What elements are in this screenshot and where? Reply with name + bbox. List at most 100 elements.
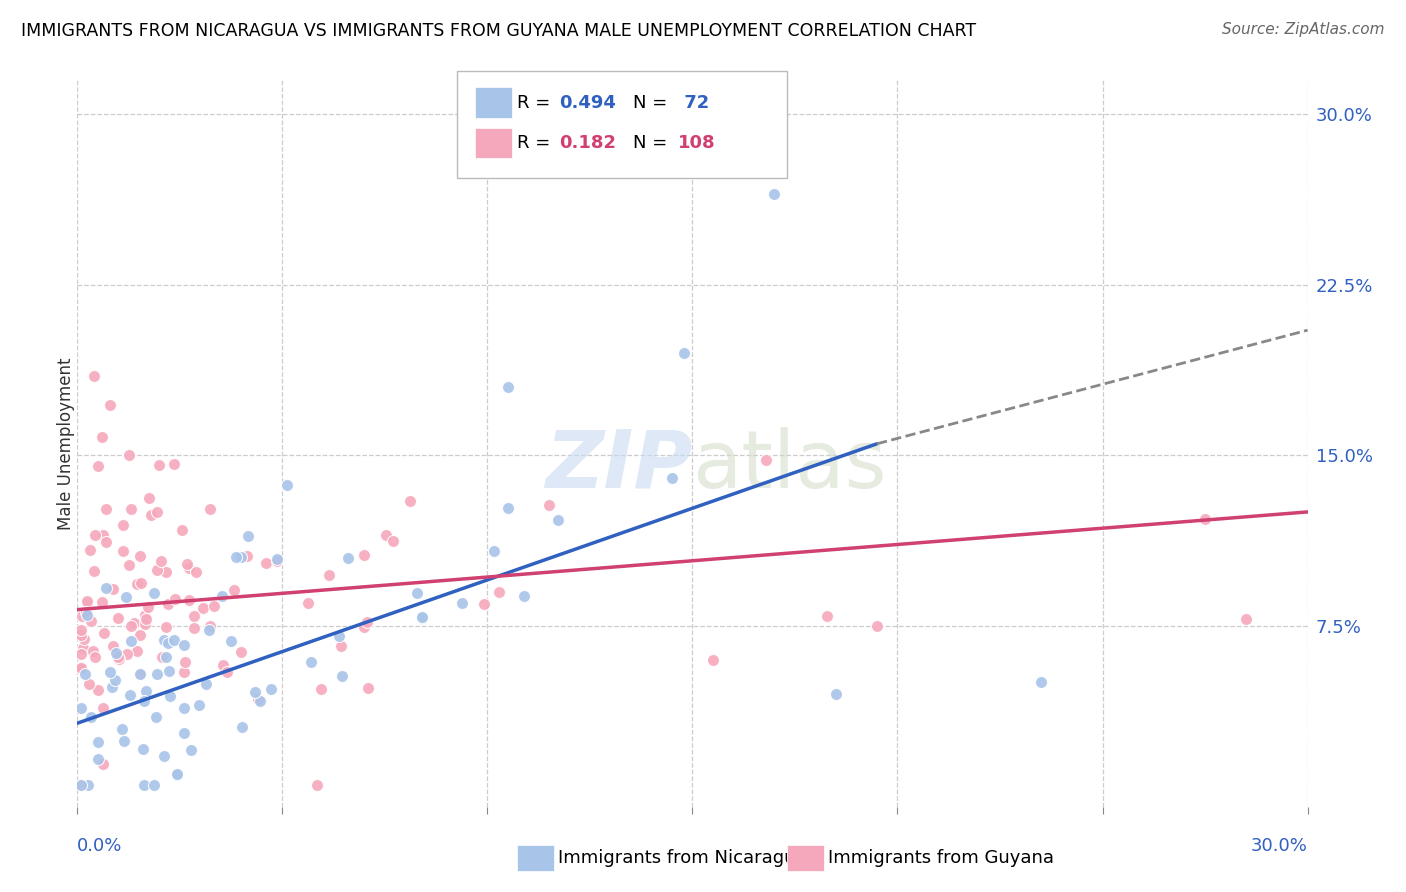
Point — [94, 535, 117, 549]
Point — [163, 457, 186, 471]
Point — [145, 505, 167, 519]
Text: 0.494: 0.494 — [560, 94, 616, 112]
Point — [107, 649, 129, 664]
Point — [111, 723, 134, 737]
Point — [180, 743, 202, 757]
Point — [159, 689, 181, 703]
Point — [118, 558, 141, 572]
Point — [238, 529, 260, 543]
Point — [90, 430, 114, 444]
Point — [125, 577, 148, 591]
Point — [165, 591, 187, 606]
Point — [91, 528, 114, 542]
Point — [148, 458, 170, 472]
Point — [136, 600, 159, 615]
Point — [173, 726, 195, 740]
Point — [146, 563, 169, 577]
Point — [128, 667, 150, 681]
Point — [132, 778, 155, 792]
Point — [406, 586, 429, 600]
Point — [330, 668, 353, 682]
Point — [155, 620, 177, 634]
Text: ZIP: ZIP — [546, 426, 693, 505]
Point — [142, 586, 165, 600]
Point — [135, 684, 157, 698]
Point — [157, 598, 180, 612]
Point — [80, 710, 103, 724]
Point — [120, 502, 142, 516]
Point — [496, 380, 519, 394]
Point — [260, 681, 283, 696]
Point — [120, 634, 142, 648]
Point — [173, 701, 195, 715]
Point — [70, 701, 93, 715]
Point — [215, 665, 238, 680]
Point — [76, 593, 98, 607]
Point — [763, 186, 786, 201]
Point — [70, 628, 93, 642]
Point — [173, 638, 195, 652]
Point — [128, 628, 150, 642]
Point — [70, 647, 93, 661]
Point — [1234, 612, 1257, 626]
Point — [661, 471, 683, 485]
Point — [163, 633, 186, 648]
Point — [482, 544, 505, 558]
Point — [229, 550, 252, 565]
Point — [76, 596, 98, 610]
Point — [70, 778, 93, 792]
Point — [152, 632, 174, 647]
Point — [266, 554, 288, 568]
Point — [70, 660, 93, 674]
Point — [104, 646, 127, 660]
Point — [149, 554, 172, 568]
Point — [143, 778, 166, 792]
Point — [91, 756, 114, 771]
Point — [866, 618, 889, 632]
Point — [82, 644, 104, 658]
Point — [155, 650, 177, 665]
Point — [83, 565, 105, 579]
Point — [219, 634, 242, 648]
Point — [134, 617, 156, 632]
Point — [815, 609, 838, 624]
Point — [305, 778, 328, 792]
Point — [188, 698, 211, 713]
Y-axis label: Male Unemployment: Male Unemployment — [58, 358, 75, 530]
Text: Source: ZipAtlas.com: Source: ZipAtlas.com — [1222, 22, 1385, 37]
Point — [101, 680, 124, 694]
Point — [77, 677, 100, 691]
Point — [243, 685, 266, 699]
Point — [755, 452, 778, 467]
Point — [79, 543, 101, 558]
Point — [337, 551, 360, 566]
Point — [225, 549, 247, 564]
Point — [87, 459, 110, 474]
Text: atlas: atlas — [693, 426, 887, 505]
Point — [91, 700, 114, 714]
Point — [328, 629, 350, 643]
Point — [309, 681, 332, 696]
Point — [157, 664, 180, 678]
Point — [299, 655, 322, 669]
Point — [98, 398, 121, 412]
Point — [276, 478, 298, 492]
Point — [166, 768, 188, 782]
Point — [198, 618, 221, 632]
Point — [1029, 675, 1052, 690]
Point — [120, 688, 142, 702]
Point — [297, 596, 319, 610]
Text: R =: R = — [517, 134, 557, 152]
Point — [122, 616, 145, 631]
Point — [231, 720, 253, 734]
Point — [173, 665, 195, 679]
Text: 30.0%: 30.0% — [1251, 837, 1308, 855]
Point — [249, 694, 271, 708]
Point — [104, 673, 127, 687]
Point — [112, 543, 135, 558]
Text: N =: N = — [633, 134, 672, 152]
Point — [135, 612, 157, 626]
Point — [94, 502, 117, 516]
Point — [183, 621, 205, 635]
Point — [129, 549, 152, 564]
